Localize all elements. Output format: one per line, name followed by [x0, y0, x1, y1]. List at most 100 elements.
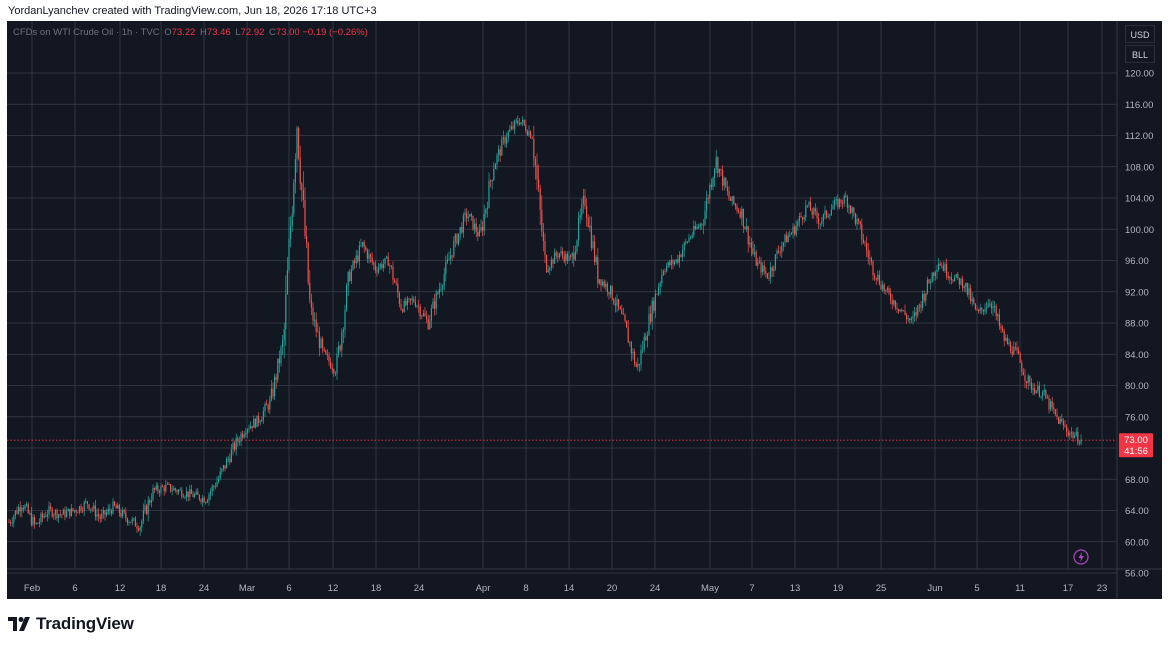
candle-body [290, 226, 292, 239]
candle-body [197, 491, 199, 495]
x-tick-label: 20 [607, 583, 618, 594]
candle-body [829, 215, 831, 217]
candle-body [211, 486, 213, 492]
candle-body [226, 458, 228, 469]
candle-body [925, 293, 927, 301]
candle-body [757, 261, 759, 266]
candle-body [1048, 397, 1050, 410]
candle-body [301, 183, 303, 190]
candle-body [506, 137, 508, 144]
candle-body [662, 271, 664, 275]
candle-body [106, 512, 108, 516]
candle-body [765, 271, 767, 274]
candle-body [610, 285, 612, 295]
candle-body [291, 213, 293, 227]
candle-body [938, 263, 940, 270]
open-label: O [164, 27, 172, 38]
candle-body [581, 203, 583, 215]
candle-body [1026, 380, 1028, 384]
candle-body [926, 279, 928, 294]
candle-body [384, 257, 386, 264]
candle-body [16, 510, 18, 514]
candle-body [867, 250, 869, 258]
x-tick-label: 5 [974, 583, 979, 594]
candle-body [403, 300, 405, 312]
candle-body [101, 514, 103, 519]
tradingview-logo[interactable]: TradingView [8, 614, 134, 634]
candle-body [762, 265, 764, 273]
candle-body [414, 301, 416, 307]
candle-body [325, 350, 327, 354]
unit-button[interactable]: BLL [1125, 45, 1155, 63]
candle-body [1030, 382, 1032, 391]
candle-body [877, 274, 879, 280]
candle-body [186, 491, 188, 497]
candle-body [389, 265, 391, 267]
candle-body [896, 307, 898, 309]
chart-frame[interactable]: 56.0060.0064.0068.0072.0076.0080.0084.00… [7, 21, 1162, 599]
candle-body [286, 270, 288, 294]
candle-body [933, 272, 935, 276]
candle-body [150, 500, 152, 503]
candle-body [853, 207, 855, 214]
candle-body [1062, 421, 1064, 426]
candle-body [778, 250, 780, 253]
candle-body [334, 372, 336, 374]
currency-button[interactable]: USD [1125, 25, 1155, 43]
candle-body [600, 279, 602, 286]
candle-body [515, 120, 517, 122]
candle-body [1067, 431, 1069, 436]
candle-body [536, 165, 538, 180]
candle-body [568, 255, 570, 261]
candle-body [899, 309, 901, 312]
candle-body [493, 168, 495, 181]
candle-body [426, 316, 428, 320]
candle-body [494, 164, 496, 169]
candle-body [491, 180, 493, 182]
candle-body [114, 501, 116, 506]
candle-body [904, 310, 906, 315]
candle-body [509, 129, 511, 132]
candle-body [1003, 330, 1005, 341]
candle-body [792, 226, 794, 234]
candle-body [48, 506, 50, 515]
candle-body [882, 284, 884, 290]
candle-body [962, 278, 964, 289]
candle-body [910, 318, 912, 321]
price-chart[interactable]: 56.0060.0064.0068.0072.0076.0080.0084.00… [7, 21, 1162, 599]
candle-body [861, 224, 863, 240]
candle-body [467, 216, 469, 219]
x-tick-label: Jun [927, 583, 942, 594]
candle-body [802, 217, 804, 220]
candle-body [624, 314, 626, 321]
candle-body [656, 293, 658, 295]
candle-body [32, 517, 34, 525]
candle-body [480, 227, 482, 231]
candle-body [349, 271, 351, 281]
candle-body [866, 243, 868, 251]
candle-body [984, 308, 986, 312]
candle-body [574, 251, 576, 260]
candle-body [720, 168, 722, 171]
candle-body [219, 471, 221, 479]
candle-body [357, 255, 359, 262]
candle-body [88, 504, 90, 510]
candle-body [979, 307, 981, 311]
candle-body [456, 234, 458, 244]
candle-body [768, 278, 770, 280]
candle-body [627, 327, 629, 343]
candle-body [387, 256, 389, 266]
candle-body [1072, 432, 1074, 438]
candle-body [554, 252, 556, 264]
candle-body [109, 508, 111, 511]
candle-body [709, 184, 711, 199]
candle-body [378, 267, 380, 272]
candle-body [790, 233, 792, 235]
candle-body [165, 484, 167, 492]
candle-body [738, 210, 740, 213]
candle-body [638, 363, 640, 365]
candle-body [21, 507, 23, 512]
candle-body [115, 505, 117, 509]
candle-body [606, 283, 608, 293]
candle-body [179, 489, 181, 491]
